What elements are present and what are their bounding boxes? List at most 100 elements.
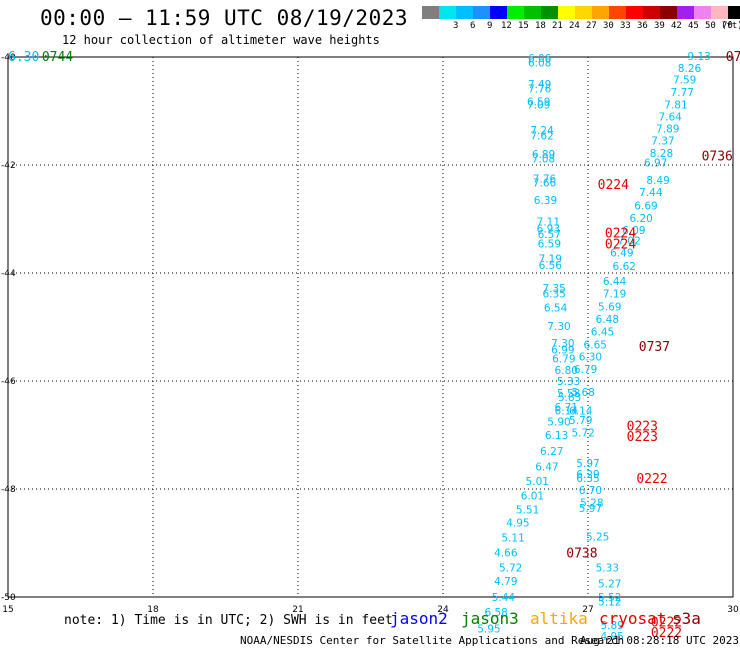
wave-height-value: 7.09 [527,100,550,112]
pass-time-label: 0222 [651,626,682,641]
wave-height-value: 5.58 [557,388,580,400]
lat-tick-label: -48 [1,485,16,495]
pass-time-label: 0222 [651,615,682,630]
wave-height-value: 9.13 [687,51,710,63]
color-scale-swatch [609,6,626,19]
wave-height-value: 5.72 [499,562,522,574]
wave-height-value: 6.62 [613,261,636,273]
lon-tick-label: 27 [582,605,593,615]
pass-time-label: 0223 [627,430,658,445]
color-scale-label: 42 [671,21,682,31]
wave-height-value: 7.81 [664,100,687,112]
color-scale-bar [422,6,740,19]
wave-height-value: 6.57 [538,229,561,241]
color-scale-label: 21 [552,21,563,31]
wave-height-value: 5.44 [492,592,516,604]
wave-height-value: 6.29 [576,469,599,481]
wave-height-value: 5.68 [571,387,594,399]
wave-height-value: 7.49 [528,79,551,91]
wave-height-value: 7.08 [532,154,555,166]
lon-tick-label: 30 [727,605,739,615]
pass-time-label: 0738 [566,547,597,562]
wave-height-value: 4.95 [600,631,623,643]
color-scale-swatch [558,6,575,19]
wave-height-value: 5.69 [598,301,621,313]
wave-height-value: 6.08 [528,57,551,69]
pass-time-label: 0737 [639,340,670,355]
color-scale-swatch [473,6,490,19]
pass-time-label: 6.30 [8,50,39,65]
wave-height-value: 5.79 [569,415,592,427]
wave-height-value: 5.97 [579,503,602,515]
wave-height-value: 6.97 [644,157,667,169]
map-frame [7,56,734,598]
wave-height-value: 6.93 [537,224,560,236]
color-scale-label: 39 [654,21,665,31]
wave-height-value: 7.19 [539,253,562,265]
color-scale-swatch [439,6,456,19]
wave-height-value: 6.27 [540,446,563,458]
wave-height-value: 7.44 [639,187,663,199]
wave-height-value: 6.35 [542,289,565,301]
legend-s3a: s3a [672,609,701,628]
wave-height-value: 6.56 [539,260,563,272]
wave-height-value: 7.37 [651,136,674,148]
color-scale-label: 70 [722,21,733,31]
wave-height-value: 6.89 [532,149,555,161]
wave-height-value: 7.76 [528,83,552,95]
wave-height-value: 6.79 [552,353,575,365]
color-scale-label: 30 [603,21,614,31]
wave-height-value: 5.28 [580,498,603,510]
wave-height-value: 7.30 [551,338,574,350]
color-scale-swatch [592,6,609,19]
lat-tick-label: -42 [1,161,16,171]
wave-height-value: 7.77 [671,87,694,99]
color-scale-unit: (ft) [721,21,740,31]
page-title: 00:00 – 11:59 UTC 08/19/2023 [40,6,409,30]
footer-timestamp: Aug 21 08:28:18 UTC 2023 [580,634,739,647]
wave-height-value: 6.70 [579,485,602,497]
wave-height-value: 7.11 [537,217,560,229]
legend-altika: altika [530,609,588,628]
pass-time-label: 0224 [605,237,636,252]
page-subtitle: 12 hour collection of altimeter wave hei… [62,33,380,47]
color-scale-label: 33 [620,21,631,31]
pass-time-label: 0736 [702,149,733,164]
wave-height-value: 5.11 [501,533,524,545]
wave-height-value: 5.72 [571,427,594,439]
pass-time-label: 0222 [636,472,667,487]
wave-height-value: 7.66 [533,177,557,189]
lat-tick-label: -40 [1,53,16,63]
pass-time-label: 0744 [42,50,73,65]
lon-tick-label: 18 [147,605,159,615]
wave-height-value: 6.59 [527,96,550,108]
wave-height-value: 4.79 [494,576,517,588]
note-text: note: 1) Time is in UTC; 2) SWH is in fe… [64,613,393,628]
pass-time-label: 0224 [605,227,636,242]
color-scale-swatch [626,6,643,19]
wave-height-value: 7.02 [617,236,640,248]
color-scale-label: 45 [688,21,699,31]
color-scale-swatch [456,6,473,19]
wave-height-value: 6.69 [634,201,657,213]
wave-height-value: 7.76 [533,174,557,186]
wave-height-value: 7.35 [542,283,565,295]
wave-height-value: 5.89 [600,620,623,632]
wave-height-value: 6.48 [596,314,619,326]
color-scale-swatch [507,6,524,19]
wave-height-value: 5.51 [516,505,539,517]
color-scale-label: 24 [569,21,580,31]
legend-jason3: jason3 [461,609,519,628]
wave-height-value: 6.39 [534,195,557,207]
color-scale-swatch [694,6,711,19]
wave-height-value: 5.52 [598,592,621,604]
wave-height-value: 7.24 [530,125,554,137]
wave-height-value: 6.20 [629,213,652,225]
wave-height-value: 6.35 [576,473,599,485]
color-scale-swatch [422,6,439,19]
wave-height-value: 6.58 [484,607,507,619]
wave-height-value: 4.66 [494,548,518,560]
color-scale-label: 6 [470,21,476,31]
color-scale-swatch [575,6,592,19]
